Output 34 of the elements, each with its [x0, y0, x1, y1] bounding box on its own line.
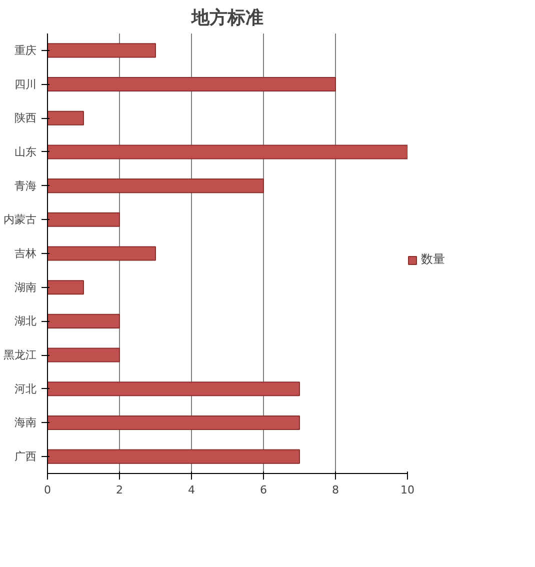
x-tick-label: 10	[400, 484, 414, 496]
x-tick-label: 8	[332, 484, 339, 496]
y-tick-label: 青海	[14, 179, 36, 192]
bar	[48, 449, 300, 464]
x-tick-label: 4	[188, 484, 195, 496]
bar	[48, 348, 120, 362]
bar	[48, 280, 84, 295]
legend-label: 数量	[421, 251, 445, 268]
bar	[48, 314, 120, 328]
x-tick-label: 6	[260, 484, 267, 496]
y-tick-label: 重庆	[14, 44, 36, 57]
x-tick-label: 2	[116, 484, 123, 496]
bar	[48, 43, 156, 58]
bar	[48, 212, 120, 227]
chart-title: 地方标准	[190, 8, 264, 28]
bar	[48, 382, 300, 396]
y-tick-label: 陕西	[14, 112, 36, 125]
bar	[48, 415, 300, 430]
y-tick-label: 黑龙江	[4, 348, 36, 362]
y-tick-label: 湖南	[14, 280, 36, 294]
bar	[48, 178, 264, 194]
y-tick-label: 内蒙古	[4, 213, 36, 226]
x-tick-label: 0	[44, 484, 51, 496]
y-tick-label: 四川	[14, 78, 36, 91]
bar	[48, 144, 408, 160]
y-tick-label: 山东	[14, 145, 36, 158]
y-tick-label: 河北	[14, 382, 36, 396]
bar	[48, 246, 156, 261]
y-tick-label: 湖北	[14, 314, 36, 328]
bar	[48, 110, 84, 126]
y-tick-label: 海南	[14, 416, 36, 430]
bar	[48, 77, 336, 92]
y-tick-label: 广西	[14, 450, 36, 464]
y-tick-label: 吉林	[14, 247, 36, 260]
